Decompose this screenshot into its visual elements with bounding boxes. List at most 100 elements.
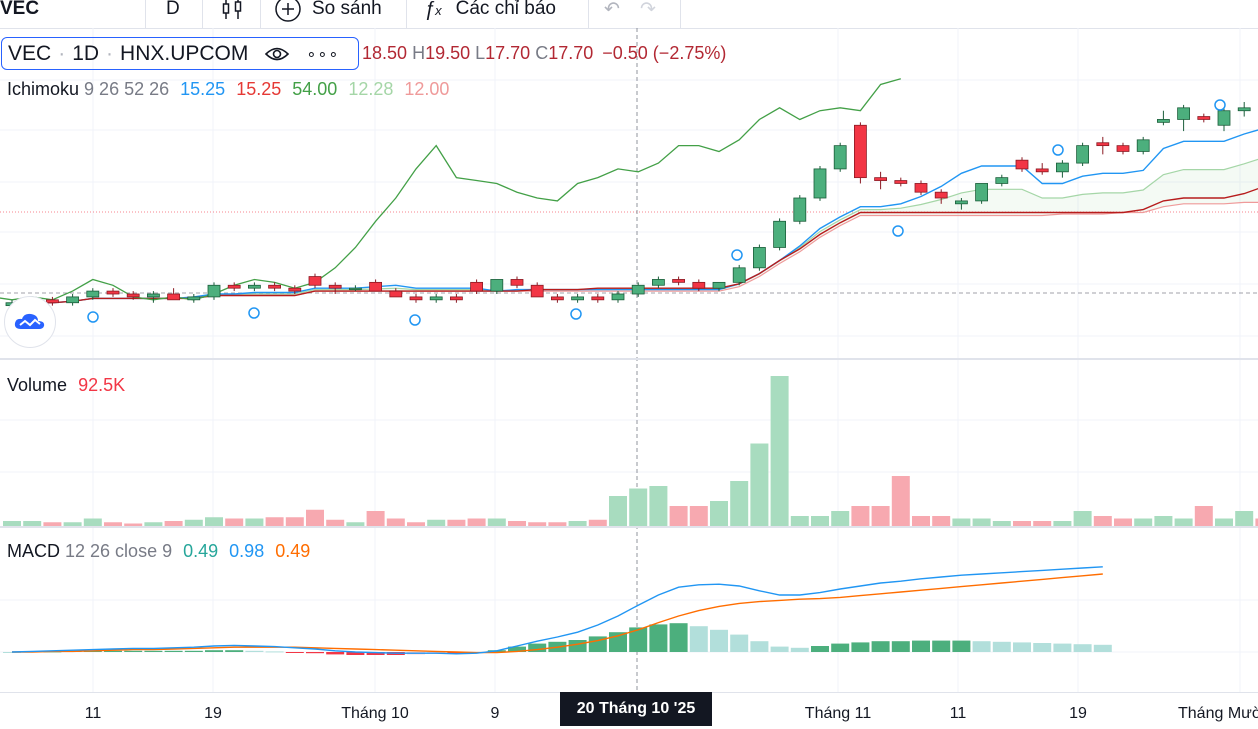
volume-bar: [205, 517, 223, 526]
volume-bar: [912, 516, 930, 526]
macd-histogram-bar: [205, 650, 223, 652]
crosshair-time-label: 20 Tháng 10 '25: [560, 692, 712, 726]
indicators-button[interactable]: ƒx Các chỉ báo: [424, 0, 556, 28]
candles-icon: [222, 0, 242, 19]
volume-bar: [63, 522, 82, 526]
volume-bar: [386, 518, 405, 526]
volume-bar: [851, 506, 870, 526]
candle: [1096, 142, 1110, 147]
time-label: Tháng Mười: [1178, 705, 1258, 722]
eye-icon[interactable]: [264, 44, 290, 64]
candle: [712, 281, 726, 289]
undo-icon: ↶: [604, 0, 620, 20]
volume-bar: [43, 522, 62, 526]
macd-histogram-bar: [104, 650, 122, 652]
high-key: H: [412, 43, 426, 63]
time-label: Tháng 11: [804, 705, 872, 722]
time-label: 19: [1069, 705, 1087, 722]
pane-separator[interactable]: [0, 358, 1258, 360]
symbol-search-button[interactable]: VEC: [0, 0, 39, 28]
candle: [854, 124, 867, 179]
volume-bar: [83, 518, 102, 526]
volume-bar: [1194, 506, 1213, 526]
symbol-legend[interactable]: VEC · 1D · HNX.UPCOM ∘∘∘: [1, 37, 359, 70]
candle: [955, 200, 968, 205]
redo-icon: ↷: [640, 0, 656, 20]
candle: [773, 220, 786, 248]
pane-separator[interactable]: [0, 526, 1258, 528]
divider: [202, 0, 203, 28]
volume-bar: [164, 521, 183, 526]
candle: [591, 296, 605, 301]
time-label: 19: [204, 705, 222, 722]
macd-histogram-bar: [245, 650, 264, 652]
conversion-line: [11, 129, 1258, 305]
macd-histogram-bar: [790, 647, 809, 652]
redo-button[interactable]: ↷: [640, 0, 656, 28]
candle: [1015, 159, 1029, 170]
lagging-span-line: [0, 78, 901, 301]
volume-bar: [811, 516, 829, 526]
macd-histogram-bar: [992, 641, 1011, 652]
candle: [530, 284, 544, 298]
macd-histogram-bar: [811, 646, 829, 652]
volume-bar: [568, 521, 587, 526]
candle: [66, 296, 79, 304]
volume-bar: [487, 518, 506, 526]
candle: [207, 284, 221, 298]
legend-dot: ·: [106, 41, 114, 65]
macd-line: [11, 566, 1103, 655]
conversion-value: 15.25: [180, 79, 226, 99]
volume-bar: [588, 519, 607, 526]
tradingview-logo[interactable]: [4, 296, 56, 348]
volume-bar: [609, 496, 627, 526]
candle: [914, 183, 928, 193]
volume-value: 92.5K: [78, 375, 126, 395]
volume-bar: [23, 521, 42, 526]
volume-bar: [1255, 518, 1258, 526]
compare-button[interactable]: So sánh: [274, 0, 382, 28]
candle: [692, 281, 706, 289]
leading-a-value: 12.28: [348, 79, 394, 99]
candle: [490, 279, 504, 292]
candle: [995, 177, 1009, 184]
candle: [1035, 168, 1049, 173]
volume-bar: [1154, 516, 1173, 526]
lagging-value: 54.00: [292, 79, 338, 99]
ichimoku-cloud: [12, 159, 1258, 305]
volume-bar: [144, 522, 163, 526]
candle: [187, 296, 201, 301]
macd-legend[interactable]: MACD 12 26 close 9 0.49 0.98 0.49: [7, 541, 310, 562]
chart-annotations: [87, 99, 1226, 326]
divider: [260, 0, 261, 28]
candle: [652, 279, 665, 286]
volume-bar: [326, 519, 345, 526]
event-marker: [248, 307, 260, 319]
undo-button[interactable]: ↶: [604, 0, 620, 28]
function-icon: ƒx: [424, 0, 442, 20]
top-toolbar: VEC D So sánh ƒx Các chỉ báo ↶ ↷: [0, 0, 1258, 29]
macd-histogram-bar: [285, 652, 304, 653]
macd-histogram-bar: [528, 643, 547, 652]
event-marker: [731, 249, 743, 261]
candle: [631, 284, 645, 295]
interval-button[interactable]: D: [166, 0, 180, 28]
time-axis[interactable]: 11 19 Tháng 10 9 Tháng 11 11 19 Tháng Mư…: [0, 694, 1258, 729]
volume-bar: [508, 521, 526, 526]
base-line: [11, 187, 1258, 305]
candle: [227, 284, 241, 289]
ichimoku-legend[interactable]: Ichimoku 9 26 52 26 15.25 15.25 54.00 12…: [7, 79, 449, 100]
divider: [680, 0, 681, 28]
volume-bar: [710, 501, 728, 526]
chart-type-button[interactable]: [220, 0, 244, 28]
macd-histogram-bar: [124, 650, 143, 652]
volume-bar: [225, 518, 244, 526]
volume-bar: [427, 519, 446, 526]
volume-legend[interactable]: Volume 92.5K: [7, 375, 125, 396]
volume-bar: [770, 376, 789, 526]
legend-exchange: HNX.UPCOM: [120, 41, 249, 65]
volume-bar: [649, 486, 668, 526]
macd-histogram-bar: [225, 650, 244, 652]
more-icon[interactable]: ∘∘∘: [306, 45, 340, 63]
